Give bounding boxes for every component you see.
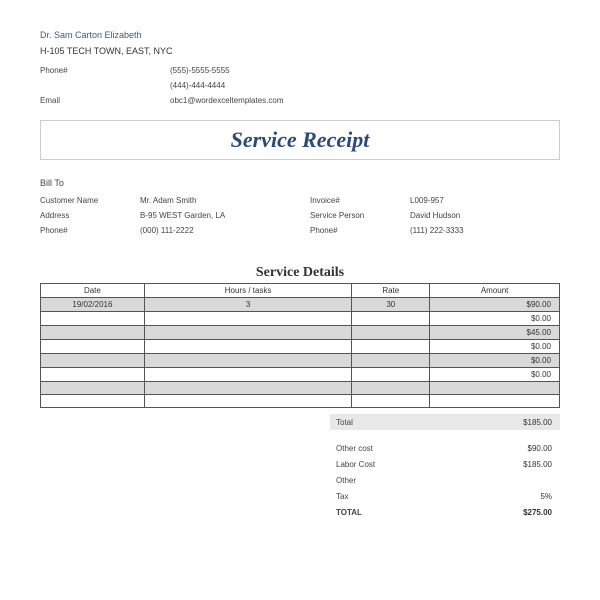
other-row: Other — [330, 472, 560, 488]
cell — [41, 312, 145, 326]
cell — [144, 354, 352, 368]
cell-amount: $0.00 — [430, 340, 560, 354]
table-row: 19/02/2016330$90.00 — [41, 298, 560, 312]
email-value: obc1@wordexceltemplates.com — [170, 96, 284, 105]
service-table-header-row: Date Hours / tasks Rate Amount — [41, 284, 560, 298]
service-person-value: David Hudson — [410, 211, 530, 220]
total-label: Total — [336, 418, 353, 427]
col-hours: Hours / tasks — [144, 284, 352, 298]
cell — [41, 382, 145, 395]
billto-section-label: Bill To — [40, 178, 560, 188]
service-table: Date Hours / tasks Rate Amount 19/02/201… — [40, 283, 560, 408]
grand-total-row: TOTAL $275.00 — [330, 504, 560, 520]
total-row: Total $185.00 — [330, 414, 560, 430]
receipt-page: Dr. Sam Carton Elizabeth H-105 TECH TOWN… — [0, 0, 600, 540]
cell — [41, 354, 145, 368]
table-row — [41, 382, 560, 395]
cell-amount — [430, 382, 560, 395]
receipt-title: Service Receipt — [231, 127, 370, 152]
billto-phone2-label: Phone# — [310, 226, 410, 235]
other-cost-value: $90.00 — [492, 444, 552, 453]
cell — [352, 354, 430, 368]
cell — [352, 395, 430, 408]
labor-cost-label: Labor Cost — [336, 460, 375, 469]
cell — [352, 312, 430, 326]
cell-amount: $90.00 — [430, 298, 560, 312]
table-row: $0.00 — [41, 312, 560, 326]
invoice-label: Invoice# — [310, 196, 410, 205]
invoice-value: L009-957 — [410, 196, 530, 205]
cell — [352, 326, 430, 340]
service-details-title: Service Details — [40, 265, 560, 281]
grand-total-value: $275.00 — [492, 508, 552, 517]
grand-total-label: TOTAL — [336, 508, 362, 517]
cell — [352, 340, 430, 354]
customer-value: Mr. Adam Smith — [140, 196, 310, 205]
billto-phone-label: Phone# — [40, 226, 140, 235]
billto-grid: Customer Name Mr. Adam Smith Invoice# L0… — [40, 196, 560, 235]
phone-value-2: (444)-444-4444 — [170, 81, 225, 90]
table-row: $0.00 — [41, 368, 560, 382]
other-cost-row: Other cost $90.00 — [330, 440, 560, 456]
cell: 30 — [352, 298, 430, 312]
col-rate: Rate — [352, 284, 430, 298]
tax-row: Tax 5% — [330, 488, 560, 504]
address-value: B-95 WEST Garden, LA — [140, 211, 310, 220]
cell — [41, 395, 145, 408]
phone-row: Phone# (555)-5555-5555 — [40, 66, 560, 75]
cell — [144, 368, 352, 382]
cell — [144, 340, 352, 354]
cell — [352, 368, 430, 382]
phone-value-1: (555)-5555-5555 — [170, 66, 230, 75]
other-cost-label: Other cost — [336, 444, 373, 453]
col-amount: Amount — [430, 284, 560, 298]
totals-block: Total $185.00 Other cost $90.00 Labor Co… — [330, 414, 560, 520]
table-row: $0.00 — [41, 340, 560, 354]
cell: 3 — [144, 298, 352, 312]
cell — [41, 340, 145, 354]
cell-amount: $0.00 — [430, 368, 560, 382]
table-row — [41, 395, 560, 408]
table-row: $45.00 — [41, 326, 560, 340]
labor-cost-value: $185.00 — [492, 460, 552, 469]
total-value: $185.00 — [492, 418, 552, 427]
cell-amount: $45.00 — [430, 326, 560, 340]
phone-label-blank — [40, 81, 170, 90]
customer-label: Customer Name — [40, 196, 140, 205]
phone-row-2: (444)-444-4444 — [40, 81, 560, 90]
cell — [41, 326, 145, 340]
provider-address: H-105 TECH TOWN, EAST, NYC — [40, 46, 560, 56]
tax-label: Tax — [336, 492, 348, 501]
email-label: Email — [40, 96, 170, 105]
tax-value: 5% — [492, 492, 552, 501]
labor-cost-row: Labor Cost $185.00 — [330, 456, 560, 472]
other-label: Other — [336, 476, 356, 485]
service-person-label: Service Person — [310, 211, 410, 220]
cell — [144, 312, 352, 326]
billto-phone2-value: (111) 222-3333 — [410, 226, 530, 235]
cell: 19/02/2016 — [41, 298, 145, 312]
cell — [144, 382, 352, 395]
cell — [144, 395, 352, 408]
provider-name: Dr. Sam Carton Elizabeth — [40, 30, 560, 40]
billto-phone-value: (000) 111-2222 — [140, 226, 310, 235]
cell-amount — [430, 395, 560, 408]
cell-amount: $0.00 — [430, 312, 560, 326]
col-date: Date — [41, 284, 145, 298]
table-row: $0.00 — [41, 354, 560, 368]
phone-label: Phone# — [40, 66, 170, 75]
cell — [352, 382, 430, 395]
address-label: Address — [40, 211, 140, 220]
cell — [144, 326, 352, 340]
title-box: Service Receipt — [40, 120, 560, 160]
cell-amount: $0.00 — [430, 354, 560, 368]
email-row: Email obc1@wordexceltemplates.com — [40, 96, 560, 105]
cell — [41, 368, 145, 382]
